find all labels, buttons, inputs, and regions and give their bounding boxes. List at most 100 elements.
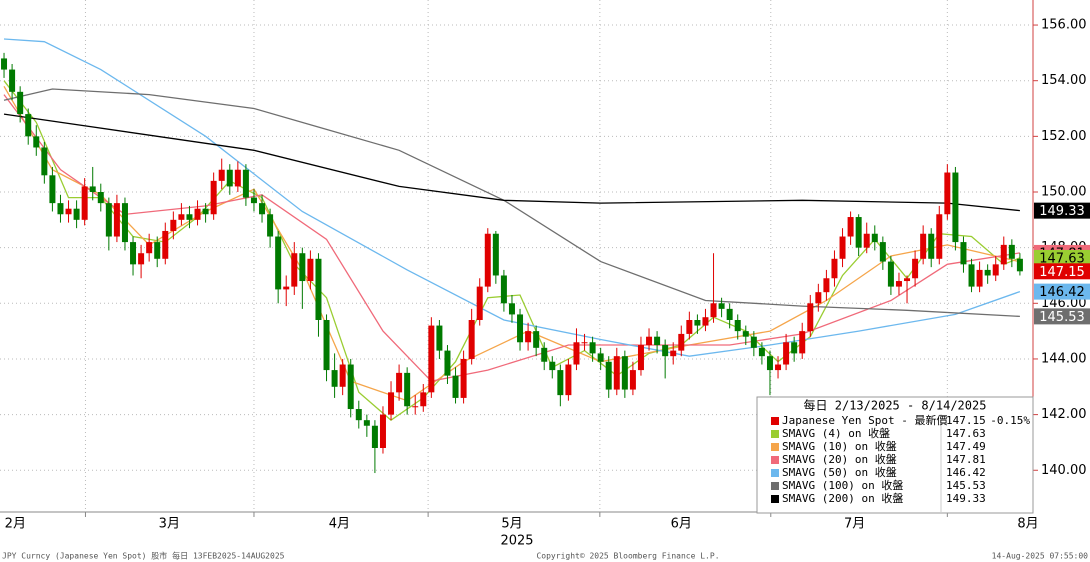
candle-body (654, 336, 661, 346)
candle-body (412, 406, 419, 408)
candle-body (904, 278, 911, 282)
candle-body (186, 214, 193, 220)
candle-body (259, 203, 266, 215)
y-tick-label: 142.00 (1041, 407, 1087, 422)
legend-value: 147.81 (946, 453, 986, 466)
candle-body (355, 409, 362, 421)
candle-body (1008, 244, 1015, 259)
candle-body (637, 345, 644, 371)
footer-center: Copyright© 2025 Bloomberg Finance L.P. (536, 552, 719, 561)
candle-body (81, 186, 88, 220)
candle-body (968, 264, 975, 287)
footer-right: 14-Aug-2025 07:55:00 (992, 552, 1089, 561)
value-tag-label: 145.53 (1039, 310, 1085, 325)
legend-value: 145.53 (946, 479, 986, 492)
candle-body (702, 317, 709, 326)
y-tick-label: 144.00 (1041, 351, 1087, 366)
candle-body (105, 203, 112, 237)
candle-body (573, 342, 580, 365)
legend-label: SMAVG (10) on 收盤 (782, 439, 897, 453)
value-tag-label: 146.42 (1039, 285, 1085, 300)
candle-body (379, 414, 386, 448)
x-tick-label: 7月 (844, 517, 865, 532)
y-tick-label: 152.00 (1041, 129, 1087, 144)
candle-body (629, 370, 636, 390)
y-tick-label: 150.00 (1041, 185, 1087, 200)
ma-line (3, 113, 1020, 212)
candle-body (694, 320, 701, 326)
legend-label: SMAVG (4) on 收盤 (782, 426, 890, 440)
moving-averages (3, 38, 1021, 422)
candle-body (492, 233, 499, 276)
candle-body (49, 175, 56, 204)
candle-body (718, 303, 725, 309)
candle-body (984, 269, 991, 276)
x-tick-label: 2月 (5, 517, 26, 532)
candle-body (847, 217, 854, 237)
value-tag-label: 147.63 (1039, 251, 1085, 266)
candle-body (508, 303, 515, 315)
candle-body (960, 242, 967, 265)
legend-swatch (771, 430, 779, 438)
candle-body (621, 356, 628, 390)
candle-body (944, 172, 951, 215)
candle-body (976, 269, 983, 287)
candle-body (646, 336, 653, 346)
candle-body (815, 292, 822, 304)
candle-body (404, 372, 411, 407)
candle-body (194, 208, 201, 220)
candle-body (89, 186, 96, 192)
candle-body (783, 342, 790, 365)
candle-body (307, 258, 314, 282)
value-tag (1034, 249, 1090, 266)
candle-body (73, 208, 80, 220)
candle-body (146, 242, 153, 254)
candle-body (420, 392, 427, 407)
legend-box (756, 396, 1034, 514)
candle-body (766, 356, 773, 371)
x-tick-label: 5月 (501, 517, 522, 532)
candle-body (97, 192, 104, 204)
candle-body (250, 197, 257, 204)
y-tick-label: 140.00 (1041, 463, 1087, 478)
candle-body (234, 169, 241, 187)
candle-body (855, 217, 862, 248)
x-tick-label: 4月 (329, 517, 350, 532)
candle-body (323, 320, 330, 371)
candle-body (275, 236, 282, 290)
candle-body (138, 253, 145, 265)
candle-body (936, 214, 943, 259)
candle-body (436, 325, 443, 351)
candle-body (597, 353, 604, 362)
candle-body (25, 114, 32, 137)
candle-body (879, 242, 886, 262)
candle-body (130, 242, 137, 265)
candle-body (920, 233, 927, 259)
candle-body (670, 350, 677, 357)
legend-title: 每日 2/13/2025 - 8/14/2025 (804, 398, 987, 413)
legend-swatch (771, 456, 779, 464)
candle-body (533, 331, 540, 348)
candle-body (113, 203, 120, 237)
candle-body (678, 333, 685, 351)
candle-body (500, 275, 507, 304)
y-tick-label: 156.00 (1041, 18, 1087, 33)
value-tag (1034, 202, 1090, 219)
candle-body (476, 286, 483, 320)
candle-body (839, 236, 846, 259)
candle-body (388, 392, 395, 415)
candle-body (9, 69, 16, 92)
legend-label: SMAVG (20) on 收盤 (782, 452, 897, 466)
footer-left: JPY Curncy (Japanese Yen Spot) 股市 每日 13F… (2, 551, 285, 561)
candle-body (162, 230, 169, 259)
x-tick-label: 3月 (159, 517, 180, 532)
candle-body (283, 286, 290, 290)
candle-body (823, 278, 830, 293)
candle-body (992, 264, 999, 276)
ma-line (3, 38, 1021, 357)
candle-body (65, 208, 72, 215)
legend-value: 147.49 (946, 440, 986, 453)
candle-body (331, 370, 338, 387)
value-tag (1034, 283, 1090, 300)
